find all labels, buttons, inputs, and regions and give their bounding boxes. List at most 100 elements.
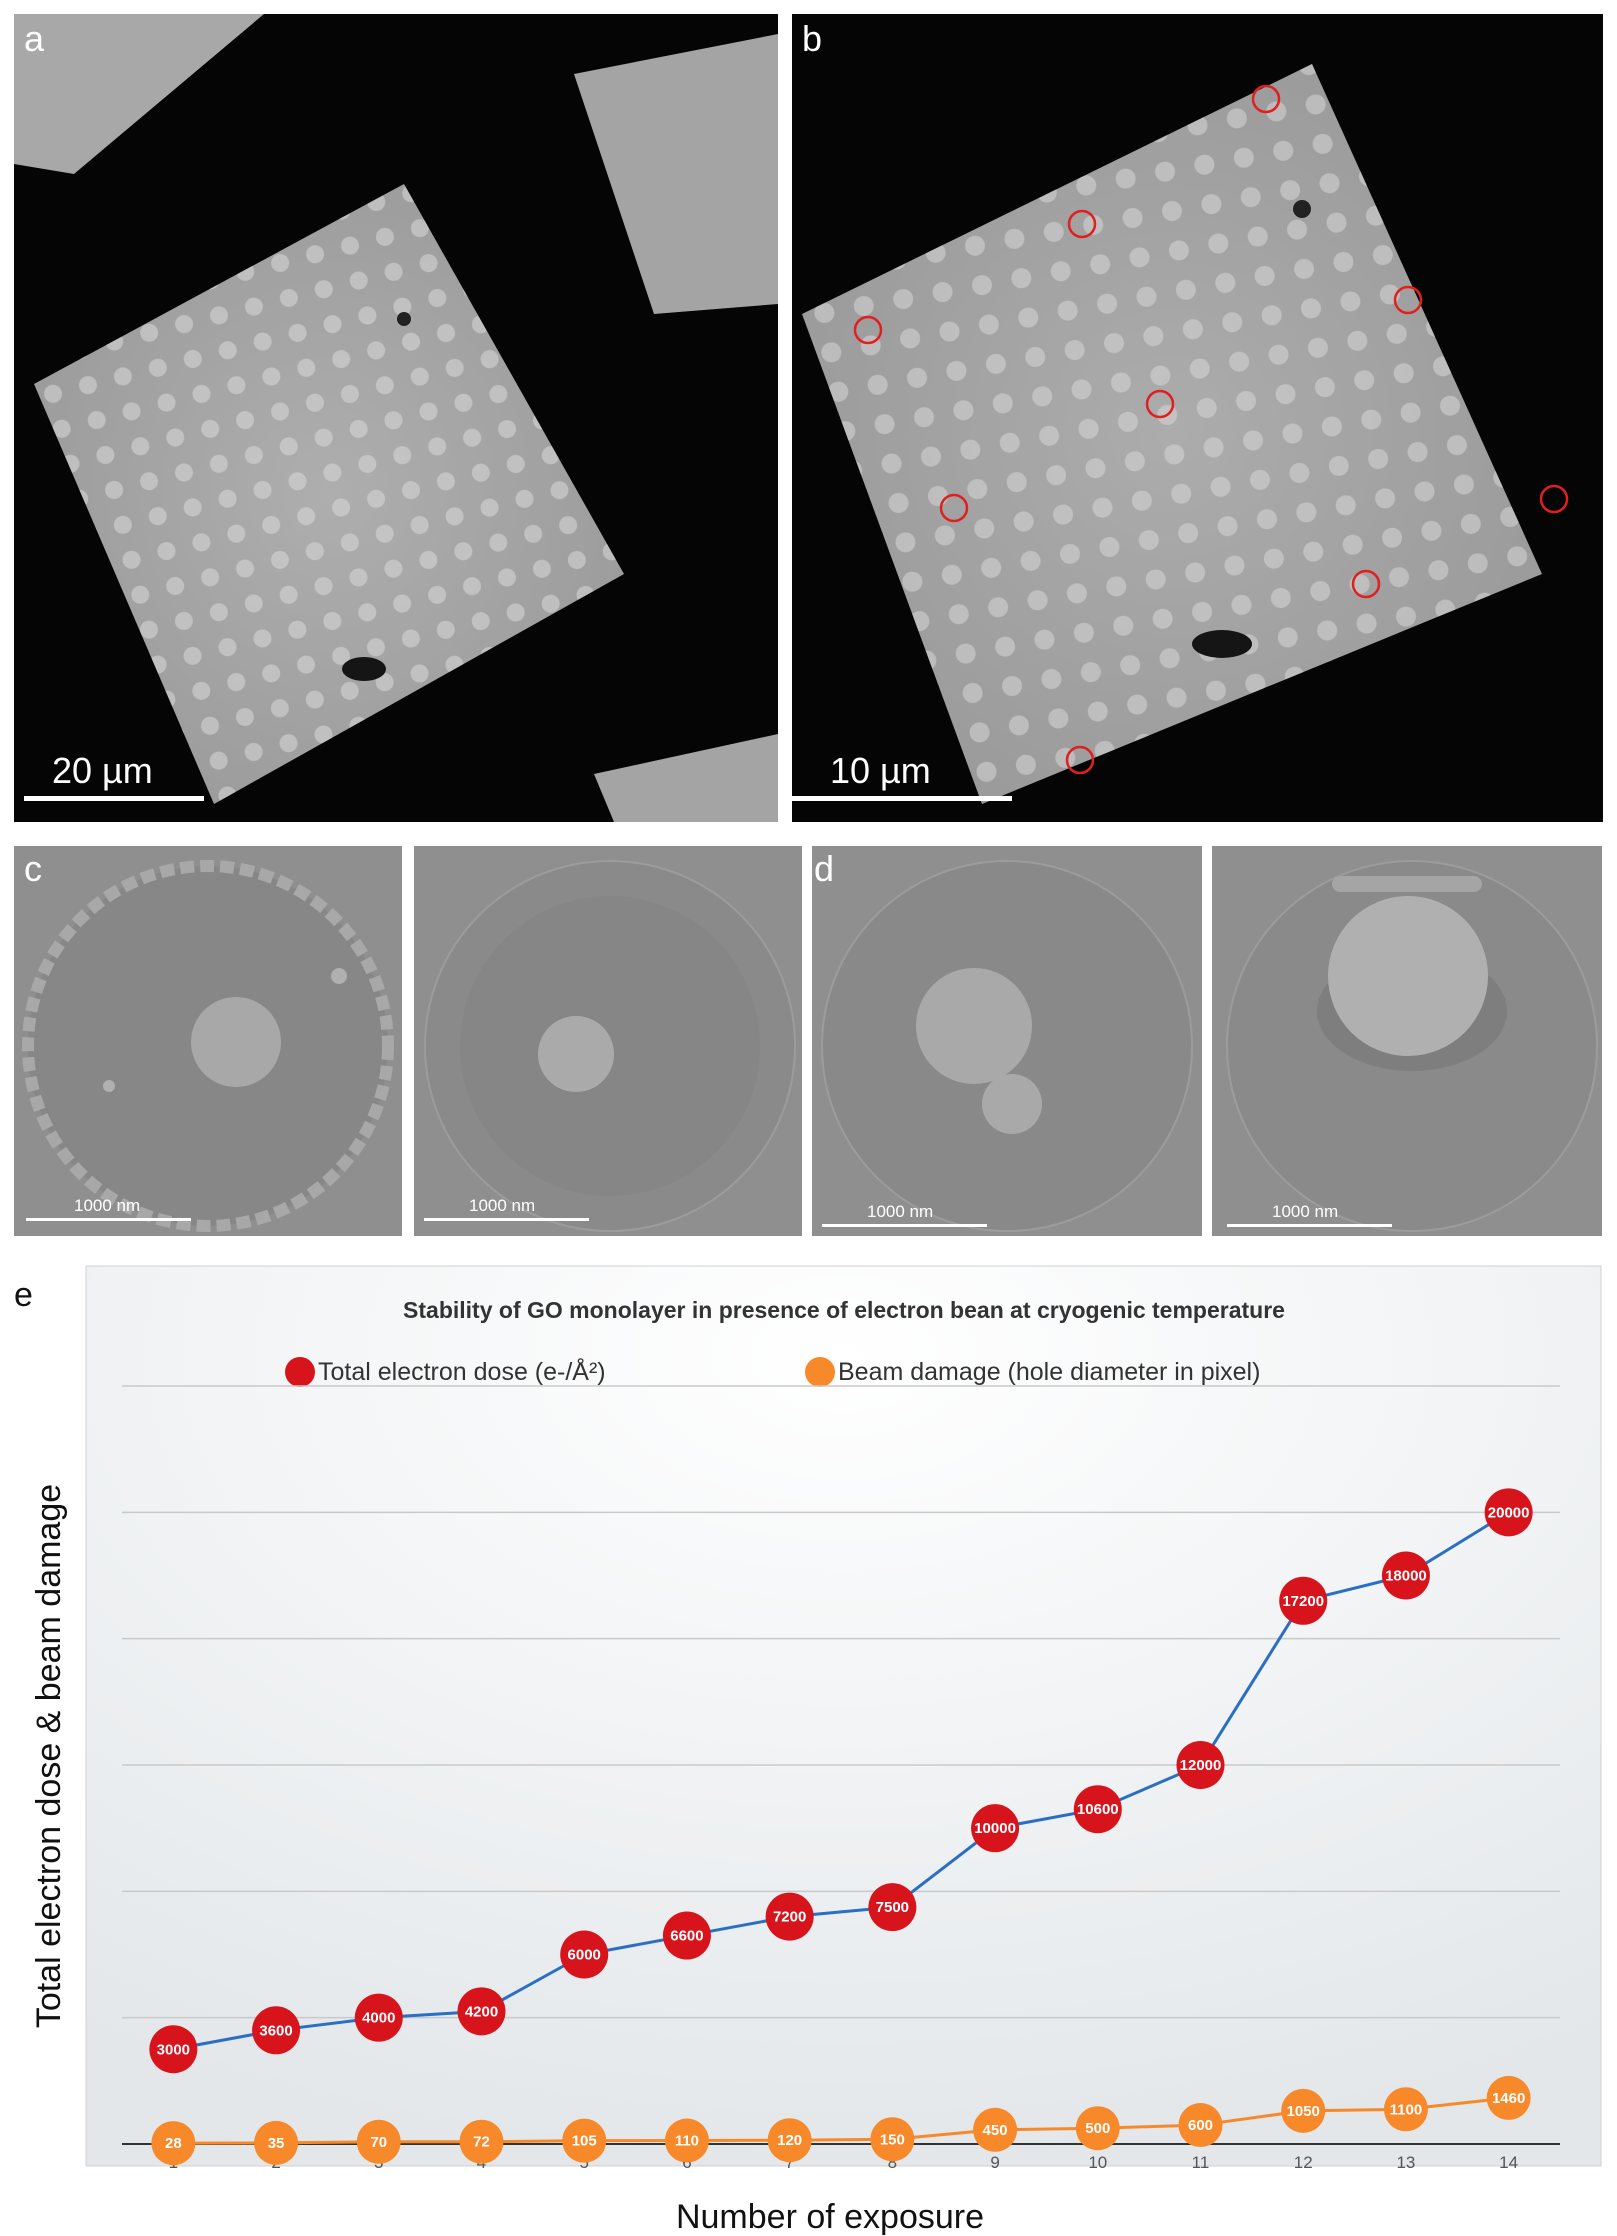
data-point bbox=[662, 1911, 711, 1960]
scale-label-b: 10 µm bbox=[830, 750, 931, 791]
data-point bbox=[354, 1993, 403, 2042]
x-tick-label: 8 bbox=[888, 2153, 897, 2172]
scale-label-d-left: 1000 nm bbox=[867, 1202, 934, 1221]
data-point bbox=[1075, 2106, 1120, 2151]
data-point bbox=[1381, 1551, 1430, 1600]
data-point bbox=[971, 1804, 1020, 1853]
data-label: 3600 bbox=[259, 2022, 292, 2039]
data-point bbox=[1176, 1741, 1225, 1789]
data-label: 72 bbox=[473, 2134, 490, 2151]
x-tick-label: 9 bbox=[990, 2153, 999, 2172]
data-point bbox=[1281, 2088, 1326, 2133]
x-axis-label: Number of exposure bbox=[676, 2198, 984, 2236]
micrograph-a: a 20 µm bbox=[14, 14, 778, 822]
panel-letter-c: c bbox=[24, 848, 42, 889]
data-label: 7500 bbox=[876, 1899, 909, 1916]
micrograph-b-image bbox=[802, 64, 1569, 804]
legend-marker bbox=[285, 1357, 315, 1387]
x-tick-label: 10 bbox=[1088, 2153, 1107, 2172]
micrograph-d-right-image bbox=[1226, 860, 1598, 1232]
micrograph-b: b 10 µm bbox=[792, 14, 1603, 822]
chart-title: Stability of GO monolayer in presence of… bbox=[403, 1297, 1285, 1323]
chart-grid bbox=[122, 1385, 1560, 2019]
micrograph-c-right: 1000 nm bbox=[414, 846, 802, 1236]
panel-letter-e: e bbox=[14, 1276, 33, 1314]
micrograph-c-left: c 1000 nm bbox=[14, 846, 402, 1236]
data-label: 500 bbox=[1085, 2120, 1110, 2137]
data-label: 10000 bbox=[974, 1820, 1016, 1837]
data-label: 28 bbox=[165, 2135, 182, 2152]
chart-legend: Total electron dose (e-/Å²) Beam damage (… bbox=[285, 1356, 1260, 1387]
scale-bar-c-right bbox=[424, 1218, 589, 1221]
data-point bbox=[1279, 1576, 1328, 1625]
data-label: 18000 bbox=[1385, 1568, 1427, 1585]
data-point bbox=[149, 2025, 198, 2074]
data-point bbox=[1383, 2087, 1428, 2132]
scale-bar-b bbox=[792, 796, 1012, 801]
highlight-circles bbox=[853, 84, 1569, 775]
micrograph-a-image bbox=[14, 14, 778, 822]
panel-letter-a: a bbox=[24, 18, 45, 59]
data-label: 1100 bbox=[1390, 2101, 1423, 2118]
data-point bbox=[973, 2107, 1018, 2152]
micrograph-c-right-image bbox=[424, 860, 796, 1232]
data-label: 20000 bbox=[1488, 1504, 1530, 1521]
x-tick-label: 7 bbox=[785, 2153, 794, 2172]
micrograph-d-right: 1000 nm bbox=[1212, 846, 1602, 1236]
data-point bbox=[1178, 2103, 1223, 2148]
data-point bbox=[1486, 2075, 1531, 2120]
scale-bar-d-left bbox=[822, 1224, 987, 1227]
scale-label-c-right: 1000 nm bbox=[469, 1196, 536, 1215]
data-point bbox=[664, 2118, 709, 2163]
data-label: 4200 bbox=[465, 2003, 498, 2020]
data-label: 6000 bbox=[568, 1947, 601, 1964]
data-point bbox=[1484, 1488, 1533, 1537]
y-axis-label: Total electron dose & beam damage bbox=[30, 1484, 68, 2028]
data-point bbox=[356, 2119, 401, 2164]
scale-label-a: 20 µm bbox=[52, 750, 153, 791]
data-label: 105 bbox=[572, 2133, 597, 2150]
data-label: 150 bbox=[880, 2131, 905, 2148]
x-tick-label: 14 bbox=[1499, 2153, 1518, 2172]
micrograph-d-left-image bbox=[821, 860, 1193, 1232]
chart-series: 3000 3600 4000 4200 6000 6600 7200 7500 10000 106… bbox=[149, 1488, 1533, 2166]
micrograph-d-left: d 1000 nm bbox=[812, 846, 1202, 1236]
data-label: 70 bbox=[370, 2134, 387, 2151]
x-tick-label: 12 bbox=[1294, 2153, 1313, 2172]
data-label: 110 bbox=[675, 2133, 699, 2150]
data-label: 450 bbox=[983, 2122, 1008, 2139]
scale-label-d-right: 1000 nm bbox=[1272, 1202, 1339, 1221]
scale-bar-a bbox=[24, 796, 204, 801]
data-point bbox=[457, 1987, 506, 2036]
chart-e: Stability of GO monolayer in presence of… bbox=[30, 1265, 1602, 2236]
legend-label: Total electron dose (e-/Å²) bbox=[318, 1356, 606, 1386]
scale-bar-d-right bbox=[1227, 1224, 1392, 1227]
data-point bbox=[254, 2120, 299, 2165]
data-point bbox=[1073, 1785, 1122, 1834]
data-label: 10600 bbox=[1077, 1801, 1119, 1818]
data-label: 600 bbox=[1188, 2117, 1213, 2134]
data-point bbox=[767, 2118, 812, 2163]
data-label: 7200 bbox=[773, 1909, 806, 1926]
panel-letter-b: b bbox=[802, 18, 823, 59]
data-point bbox=[459, 2119, 504, 2164]
data-point bbox=[252, 2006, 301, 2055]
data-label: 35 bbox=[268, 2135, 285, 2152]
data-label: 1460 bbox=[1492, 2090, 1525, 2107]
x-tick-label: 13 bbox=[1396, 2153, 1415, 2172]
data-point bbox=[560, 1930, 609, 1979]
scale-label-c-left: 1000 nm bbox=[74, 1196, 141, 1215]
scale-bar-c-left bbox=[26, 1218, 191, 1221]
legend-marker bbox=[805, 1357, 835, 1387]
micrograph-c-left-image bbox=[22, 860, 394, 1232]
x-tick-label: 11 bbox=[1192, 2153, 1210, 2172]
data-point bbox=[151, 2121, 196, 2166]
data-label: 12000 bbox=[1180, 1757, 1222, 1774]
panel-letter-d: d bbox=[814, 848, 835, 889]
data-point bbox=[868, 1883, 917, 1932]
data-label: 4000 bbox=[362, 2010, 395, 2027]
data-label: 120 bbox=[777, 2132, 802, 2149]
data-point bbox=[870, 2117, 915, 2162]
data-label: 6600 bbox=[670, 1928, 703, 1945]
chart-background bbox=[85, 1265, 1602, 2167]
